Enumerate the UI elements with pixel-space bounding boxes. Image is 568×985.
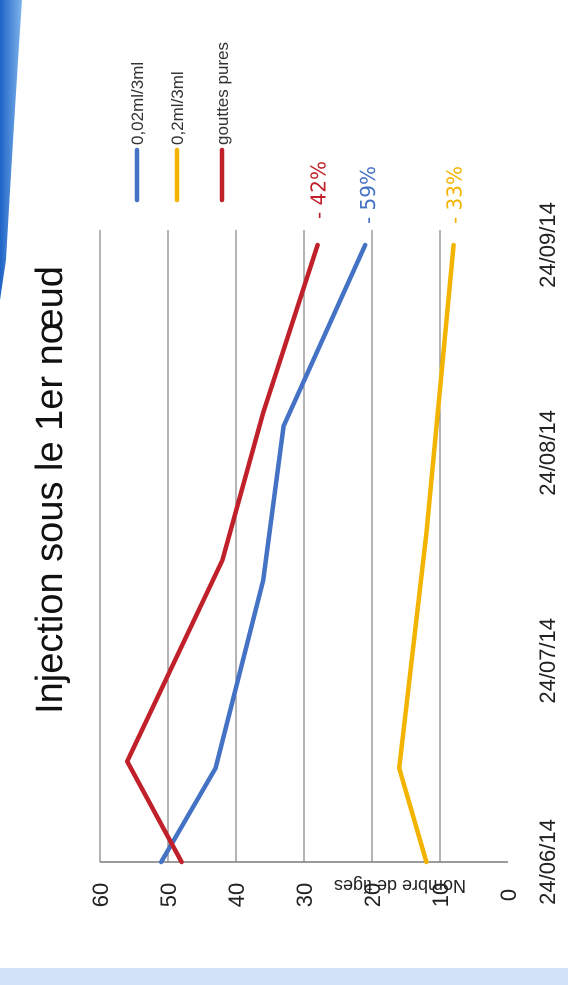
change-label: - 59% <box>356 166 380 224</box>
y-tick-label: 60 <box>88 883 113 907</box>
y-tick-label: 50 <box>156 883 181 907</box>
y-tick-label: 0 <box>496 889 521 901</box>
series-layer <box>124 242 456 865</box>
y-tick-label-group: 10 <box>428 883 453 907</box>
y-tick-label: 40 <box>224 883 249 907</box>
x-tick-label-group: 24/06/14 <box>535 819 560 905</box>
y-tick-label-group: 20 <box>360 883 385 907</box>
slide-accent-band <box>0 0 22 300</box>
y-tick-label-group: 40 <box>224 883 249 907</box>
grid-layer <box>99 230 441 862</box>
x-tick-label-group: 24/08/14 <box>535 410 560 496</box>
series-line-1 <box>158 242 368 865</box>
series-line-2 <box>396 242 456 865</box>
legend-label: 0,02ml/3ml <box>128 62 147 145</box>
x-tick-label: 24/08/14 <box>535 410 560 496</box>
x-tick-label: 24/07/14 <box>535 618 560 704</box>
x-tick-label-group: 24/07/14 <box>535 618 560 704</box>
x-tick-label: 24/09/14 <box>535 202 560 288</box>
change-label-group: - 42% <box>307 161 331 219</box>
legend-label-group: 0,02ml/3ml <box>128 62 147 145</box>
legend-label: gouttes pures <box>213 42 232 145</box>
y-tick-label: 30 <box>292 883 317 907</box>
legend: 0,02ml/3ml 0,2ml/3ml gouttes pures <box>128 42 232 203</box>
y-tick-label: 10 <box>428 883 453 907</box>
change-label-group: - 59% <box>356 166 380 224</box>
label-layer: 0 10 20 30 40 50 60 24/06/14 24/07/14 24/08/14 24/… <box>88 161 560 907</box>
y-tick-label: 20 <box>360 883 385 907</box>
slide-bottom-strip <box>0 968 568 985</box>
chart-title: Injection sous le 1er nœud <box>29 266 71 714</box>
series-line-3 <box>124 242 320 865</box>
change-label-group: - 33% <box>443 166 467 224</box>
change-label: - 42% <box>307 161 331 219</box>
legend-label-group: gouttes pures <box>213 42 232 145</box>
legend-label-group: 0,2ml/3ml <box>168 71 187 145</box>
x-tick-label-group: 24/09/14 <box>535 202 560 288</box>
change-label: - 33% <box>443 166 467 224</box>
legend-label: 0,2ml/3ml <box>168 71 187 145</box>
y-tick-label-group: 60 <box>88 883 113 907</box>
y-tick-label-group: 0 <box>496 889 521 901</box>
y-tick-label-group: 30 <box>292 883 317 907</box>
y-axis-title: Nombre de tiges <box>334 876 466 896</box>
x-tick-label: 24/06/14 <box>535 819 560 905</box>
y-tick-label-group: 50 <box>156 883 181 907</box>
